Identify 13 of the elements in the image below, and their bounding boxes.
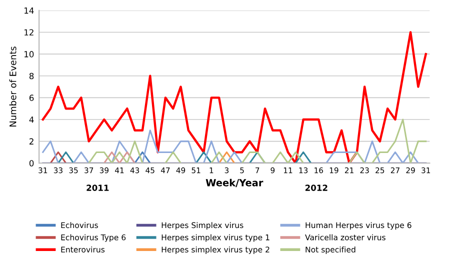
y-tick-label: 14: [24, 8, 34, 14]
y-tick-label: 10: [24, 51, 34, 58]
y-tick-label: 12: [24, 29, 34, 36]
line-series: [42, 31, 427, 164]
x-axis-title: Week/Year: [206, 178, 264, 188]
y-tick-label: 4: [29, 116, 34, 123]
y-axis-title: Number of Events: [9, 46, 16, 127]
y-tick-label: 6: [29, 94, 34, 101]
text: 2012: [305, 184, 328, 191]
text: 2011: [86, 184, 109, 191]
y-tick-label: 0: [29, 160, 34, 166]
y-tick-label: 2: [30, 138, 34, 144]
y-tick-label: 8: [29, 72, 34, 80]
